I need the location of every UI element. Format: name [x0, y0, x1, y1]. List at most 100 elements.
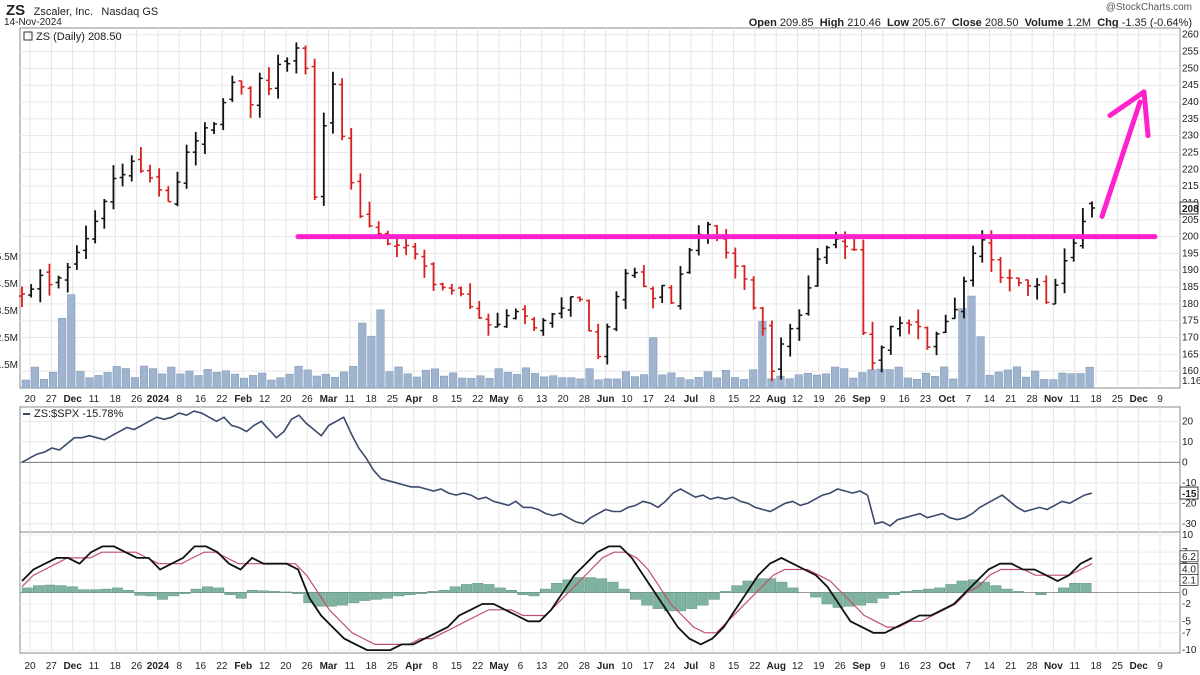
macd-histogram-bar [370, 592, 382, 600]
macd-histogram-bar [314, 592, 326, 607]
volume-bar [667, 372, 676, 389]
low-label: Low [887, 17, 909, 29]
x-tick-label: 19 [813, 394, 825, 405]
volume-bar [630, 376, 640, 389]
x-tick-label: Jul [684, 661, 699, 672]
x-tick-label: 20 [280, 661, 292, 672]
volume-bar [985, 374, 994, 389]
price-y-tick-label: 180 [1182, 299, 1199, 310]
volume-bar [121, 368, 130, 389]
x-tick-label: 9 [1157, 661, 1163, 672]
macd-histogram-bar [202, 586, 213, 593]
x-tick-label: Oct [938, 394, 955, 405]
volume-bar [158, 373, 167, 389]
volume-bar [139, 365, 149, 389]
x-tick-label: 21 [1005, 661, 1017, 672]
macd-line [21, 545, 1093, 651]
volume-bar [549, 375, 558, 389]
volume-bar [612, 378, 621, 389]
volume-bar [540, 376, 549, 389]
volume-bar [167, 366, 176, 389]
volume-bar [512, 374, 521, 389]
macd-histogram-bar [247, 589, 258, 593]
macd-histogram-bar [844, 592, 855, 607]
volume-bar [676, 377, 685, 389]
x-tick-label: 16 [195, 661, 207, 672]
macd-histogram-bar [776, 581, 788, 593]
x-tick-label: 28 [1027, 394, 1039, 405]
macd-histogram-bar [697, 592, 709, 606]
volume-tick-label: 4.5M [0, 279, 18, 290]
macd-histogram-bar [708, 592, 720, 600]
volume-bar [794, 374, 803, 389]
volume-bar [803, 372, 812, 389]
x-tick-label: Sep [852, 661, 870, 672]
volume-bar [976, 336, 985, 389]
macd-histogram-bar [821, 592, 833, 605]
volume-bar [312, 375, 321, 389]
x-tick-label: 16 [899, 394, 911, 405]
macd-histogram-bar [1058, 587, 1069, 593]
macd-histogram-bar [630, 592, 641, 600]
x-tick-label: 9 [1157, 394, 1163, 405]
macd-histogram-bar [1069, 583, 1081, 593]
x-tick-label: 28 [1027, 661, 1039, 672]
x-tick-label: Dec [1129, 394, 1148, 405]
volume-bar [821, 373, 831, 389]
high-value: 210.46 [847, 17, 881, 29]
x-tick-label: 16 [899, 661, 911, 672]
price-y-tick-label: 225 [1182, 147, 1199, 158]
volume-bar [894, 366, 903, 389]
volume-bar [658, 374, 667, 389]
x-tick-label: 11 [345, 394, 356, 405]
volume-bar [412, 376, 421, 389]
rs-y-tick-label: 0 [1182, 457, 1188, 468]
volume-bar [1012, 366, 1022, 389]
macd-histogram-bar [900, 591, 912, 593]
macd-histogram-bar [438, 589, 450, 593]
x-tick-label: 16 [195, 394, 207, 405]
volume-bar [967, 295, 976, 389]
volume-bar [712, 377, 721, 389]
volume-bar [440, 375, 449, 389]
macd-histogram-bar [134, 592, 146, 596]
macd-histogram-bar [382, 592, 394, 599]
price-y-tick-label: 235 [1182, 114, 1199, 125]
macd-histogram-bar [889, 592, 900, 596]
price-y-tick-label: 240 [1182, 97, 1199, 108]
x-tick-label: 11 [89, 661, 100, 672]
volume-bar [1031, 370, 1040, 389]
macd-histogram-bar [89, 589, 101, 593]
volume-bar [649, 337, 658, 389]
macd-histogram-bar [607, 581, 619, 593]
price-last-value-box [1179, 201, 1199, 215]
x-tick-label: 26 [131, 394, 143, 405]
x-tick-label: 18 [110, 394, 122, 405]
macd-histogram-bar [675, 592, 686, 612]
rs-legend: ZS:$SPX -15.78% [34, 408, 123, 420]
macd-histogram-bar [742, 580, 754, 593]
macd-histogram-bar [416, 592, 427, 594]
macd-histogram-bar [449, 586, 461, 593]
x-tick-label: Mar [320, 394, 338, 405]
macd-histogram-bar [1035, 592, 1047, 596]
macd-histogram-bar [224, 592, 236, 596]
volume-bar [249, 375, 258, 389]
x-tick-label: Aug [766, 661, 785, 672]
volume-bar [103, 372, 112, 389]
price-panel-frame [19, 27, 1181, 389]
price-y-tick-label: 190 [1182, 265, 1199, 276]
macd-histogram-bar [483, 584, 495, 593]
rs-y-tick-label: 20 [1182, 416, 1194, 427]
rs-line [21, 410, 1093, 527]
macd-histogram-bar [494, 587, 506, 593]
volume-bar [185, 370, 194, 389]
ticker-symbol: ZS [6, 2, 26, 19]
x-tick-label: 13 [536, 661, 548, 672]
x-tick-label: Feb [234, 661, 252, 672]
macd-y-tick-label: 0 [1182, 588, 1188, 599]
x-tick-label: 22 [216, 394, 228, 405]
macd-histogram-bar [213, 587, 225, 593]
macd-histogram-bar [348, 592, 360, 604]
volume-bar [285, 373, 294, 389]
